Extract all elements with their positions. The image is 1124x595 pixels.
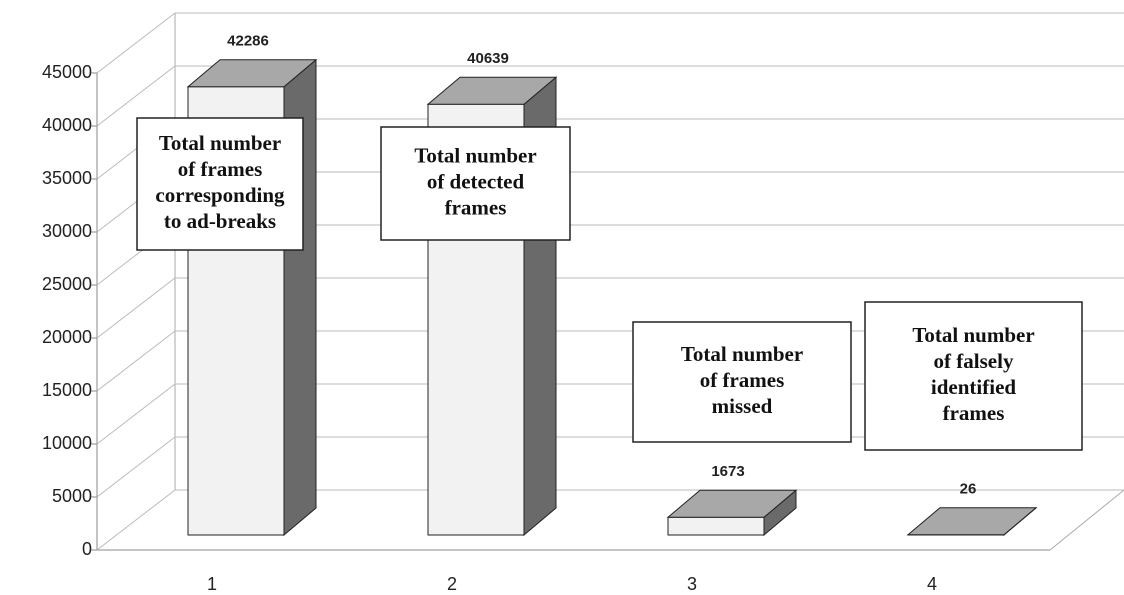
bar-top	[906, 507, 1038, 536]
y-tick-label: 15000	[42, 380, 92, 400]
annotation-box	[136, 117, 304, 251]
annotation-text: frames	[445, 195, 507, 219]
annotation-text: corresponding	[155, 183, 285, 207]
y-tick-label: 20000	[42, 327, 92, 347]
grid-line	[96, 489, 176, 551]
annotation-box	[864, 301, 1083, 451]
annotation-text: missed	[712, 394, 773, 418]
annotation-text: of frames	[700, 368, 785, 392]
annotation-text: of falsely	[934, 349, 1014, 373]
annotation-text: Total number	[414, 143, 536, 167]
y-tick-label: 45000	[42, 62, 92, 82]
value-label: 1673	[711, 463, 744, 480]
annotation-text: Total number	[159, 131, 281, 155]
annotation-text: of frames	[178, 157, 263, 181]
annotation-text: to ad-breaks	[164, 209, 276, 233]
bar-top	[666, 489, 798, 518]
x-tick-label: 2	[447, 574, 457, 594]
y-tick-label: 40000	[42, 115, 92, 135]
y-tick-label: 5000	[52, 486, 92, 506]
grid-line	[96, 65, 176, 127]
value-label: 42286	[227, 33, 269, 50]
y-tick-label: 10000	[42, 433, 92, 453]
y-tick-label: 30000	[42, 221, 92, 241]
annotation-text: frames	[943, 401, 1005, 425]
bar-top	[186, 59, 318, 88]
value-label: 26	[960, 481, 977, 498]
value-label: 40639	[467, 50, 509, 67]
grid-line	[96, 12, 176, 74]
grid-line	[96, 330, 176, 392]
annotation-text: identified	[931, 375, 1016, 399]
bar-front	[667, 516, 765, 536]
bar	[906, 506, 1038, 537]
grid-line	[96, 383, 176, 445]
x-tick-label: 4	[927, 574, 937, 594]
grid-line	[96, 277, 176, 339]
annotation-text: Total number	[912, 323, 1034, 347]
grid-line	[96, 436, 176, 498]
bar-top	[426, 76, 558, 105]
y-tick-label: 35000	[42, 168, 92, 188]
annotation-text: Total number	[681, 342, 803, 366]
y-tick-label: 25000	[42, 274, 92, 294]
floor-edge	[1049, 489, 1124, 551]
x-tick-label: 3	[687, 574, 697, 594]
annotation-box	[380, 126, 571, 241]
x-tick-label: 1	[207, 574, 217, 594]
annotation-box	[632, 321, 852, 443]
y-tick-label: 0	[82, 539, 92, 559]
bar	[666, 489, 798, 537]
annotation-text: of detected	[427, 169, 525, 193]
